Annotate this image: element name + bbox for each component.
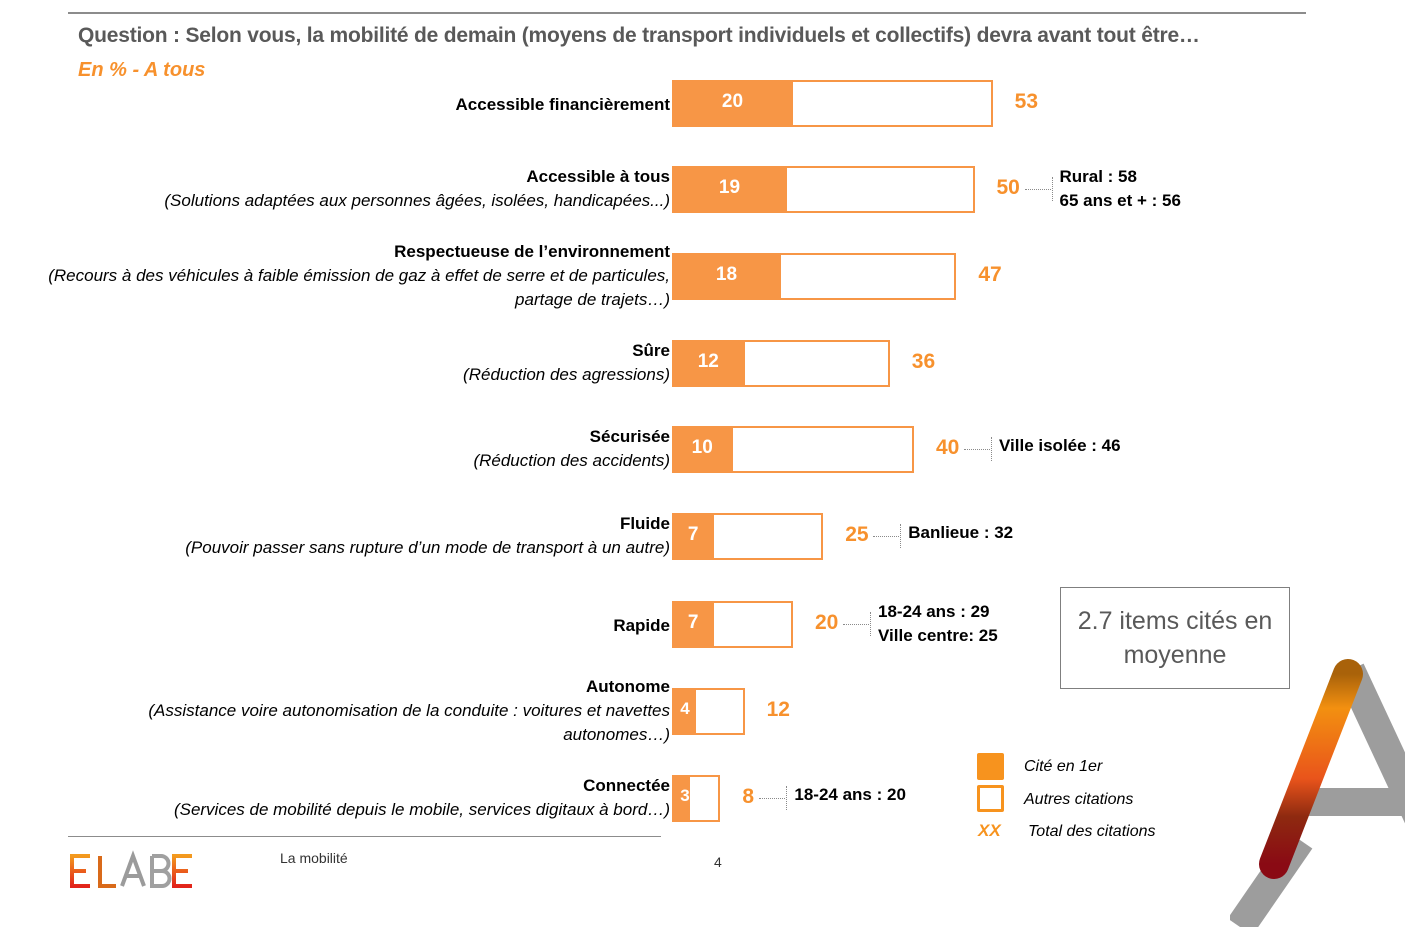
footer-divider — [68, 836, 661, 837]
category-label: Accessible financièrement — [456, 93, 670, 117]
value-first-cited: 7 — [687, 612, 699, 633]
bar-first-cited — [672, 687, 697, 735]
category-description: (Assistance voire autonomisation de la c… — [148, 700, 670, 720]
value-total-citations: 8 — [742, 785, 755, 808]
category-description: (Réduction des agressions) — [463, 364, 670, 384]
bar-first-cited — [672, 600, 715, 648]
category-description: autonomes…) — [563, 725, 670, 745]
category-name: Respectueuse de l’environnement — [394, 241, 670, 261]
subgroup-note: Banlieue : 32 — [908, 523, 1014, 542]
category-description: (Recours à des véhicules à faible émissi… — [48, 265, 670, 285]
leader-line — [1024, 189, 1051, 190]
legend-swatch-outline — [977, 785, 1004, 812]
category-name: Sûre — [632, 340, 670, 360]
value-first-cited: 4 — [680, 699, 690, 718]
question-title: Question : Selon vous, la mobilité de de… — [78, 24, 1200, 47]
value-first-cited: 3 — [680, 786, 690, 805]
page-number: 4 — [714, 854, 722, 870]
subgroup-note: 18-24 ans : 20 — [794, 785, 906, 804]
category-name: Sécurisée — [589, 426, 670, 446]
subgroup-note: 65 ans et + : 56 — [1059, 191, 1181, 210]
value-first-cited: 10 — [691, 437, 713, 458]
value-total-citations: 25 — [845, 523, 869, 546]
category-description: (Pouvoir passer sans rupture d’un mode d… — [185, 537, 670, 557]
leader-line — [873, 536, 900, 537]
value-first-cited: 18 — [715, 264, 738, 285]
average-line-2: moyenne — [1123, 641, 1227, 669]
value-first-cited: 7 — [687, 524, 699, 545]
bar-first-cited — [672, 252, 781, 300]
category-label: Autonome (Assistance voire autonomisation… — [148, 675, 670, 748]
subgroup-note: Ville isolée : 46 — [999, 436, 1121, 455]
subgroup-note: 18-24 ans : 29 — [878, 602, 990, 621]
leader-bracket — [786, 786, 788, 810]
category-name: Autonome — [585, 676, 670, 696]
average-items-box: 2.7 items cités en moyenne — [1060, 587, 1290, 689]
value-first-cited: 20 — [721, 91, 744, 112]
leader-bracket — [870, 612, 871, 636]
category-label: Sûre (Réduction des agressions) — [463, 339, 670, 388]
category-name: Connectée — [583, 775, 670, 795]
value-total-citations: 12 — [766, 698, 790, 721]
top-divider — [68, 12, 1306, 14]
category-label: Rapide — [613, 614, 670, 638]
category-label: Accessible à tous (Solutions adaptées aux… — [164, 165, 670, 214]
category-label: Connectée (Services de mobilité depuis le… — [174, 774, 670, 823]
bar-first-cited — [672, 774, 691, 822]
footer-section-title: La mobilité — [280, 850, 348, 866]
value-total-citations: 36 — [911, 350, 936, 373]
subtitle: En % - A tous — [78, 59, 206, 81]
legend-label-others: Autres citations — [1024, 791, 1134, 808]
average-line-1: 2.7 items cités en — [1077, 607, 1273, 635]
category-name: Accessible financièrement — [455, 94, 670, 114]
value-first-cited: 12 — [697, 351, 719, 372]
legend-label-first: Cité en 1er — [1024, 758, 1103, 775]
subgroup-note: Ville centre: 25 — [878, 626, 998, 645]
leader-bracket — [900, 524, 902, 548]
brand-a-graphic — [1230, 659, 1405, 927]
category-label: Sécurisée (Réduction des accidents) — [473, 425, 670, 474]
bar-first-cited — [672, 79, 793, 127]
value-total-citations: 53 — [1014, 90, 1038, 113]
leader-bracket — [1051, 177, 1053, 201]
category-description: (Réduction des accidents) — [473, 450, 670, 470]
category-description: (Solutions adaptées aux personnes âgées,… — [164, 190, 670, 210]
subgroup-note: Rural : 58 — [1059, 167, 1137, 186]
category-name: Accessible à tous — [526, 166, 670, 186]
leader-line — [843, 624, 869, 625]
value-total-citations: 47 — [978, 263, 1002, 286]
value-total-citations: 20 — [815, 611, 839, 634]
legend-total-marker: XX — [978, 821, 1001, 840]
bar-first-cited — [672, 339, 745, 387]
category-label: Respectueuse de l’environnement (Recours … — [48, 240, 670, 313]
category-name: Fluide — [619, 513, 670, 533]
category-name: Rapide — [613, 615, 670, 635]
category-description: partage de trajets…) — [515, 290, 670, 310]
bar-first-cited — [672, 425, 733, 473]
bar-first-cited — [672, 165, 787, 213]
value-total-citations: 40 — [936, 436, 960, 459]
legend-label-total: Total des citations — [1028, 823, 1156, 840]
value-first-cited: 19 — [718, 177, 741, 198]
elabe-logo — [70, 850, 192, 888]
value-total-citations: 50 — [996, 176, 1020, 199]
leader-line — [964, 449, 990, 450]
bar-first-cited — [672, 512, 715, 560]
category-label: Fluide (Pouvoir passer sans rupture d’un … — [185, 512, 670, 561]
leader-bracket — [991, 437, 992, 461]
leader-line — [759, 798, 786, 799]
category-description: (Services de mobilité depuis le mobile, … — [173, 799, 670, 819]
legend-swatch-filled — [977, 753, 1004, 780]
